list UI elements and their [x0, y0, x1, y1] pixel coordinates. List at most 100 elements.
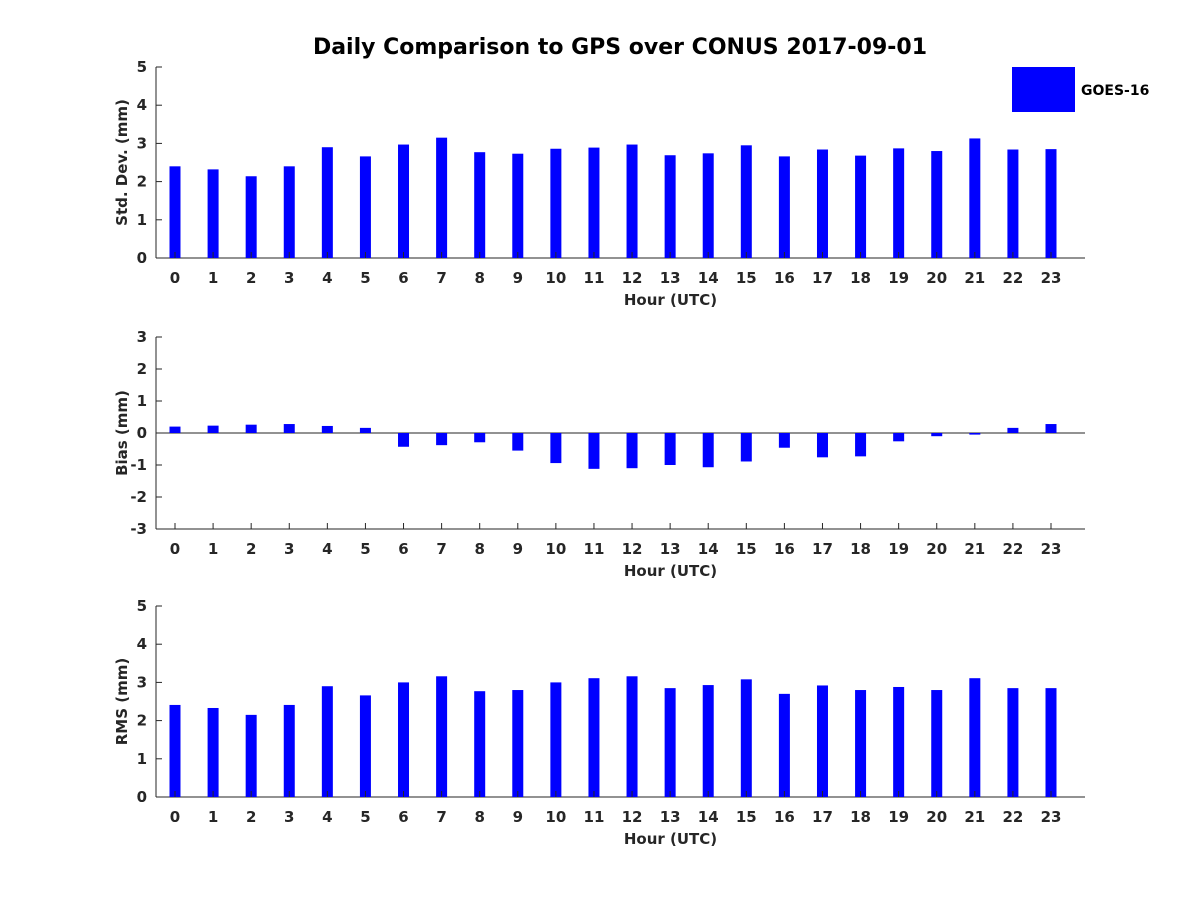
x-tick-label: 5	[360, 808, 370, 826]
x-tick-label: 1	[208, 540, 218, 558]
legend: GOES-16	[1012, 67, 1149, 112]
x-tick-label: 12	[622, 540, 643, 558]
bar-hour-22	[1007, 688, 1019, 797]
x-tick-label: 18	[850, 540, 871, 558]
legend-label: GOES-16	[1081, 83, 1149, 99]
bar-hour-11	[588, 678, 600, 797]
y-tick-label: 3	[137, 673, 147, 691]
x-tick-label: 18	[850, 269, 871, 287]
x-tick-label: 17	[812, 808, 833, 826]
bar-hour-15	[740, 679, 752, 797]
bar-hour-7	[436, 433, 448, 446]
bar-hour-22	[1007, 427, 1019, 433]
x-axis-label: Hour (UTC)	[624, 291, 717, 309]
x-tick-label: 6	[398, 269, 408, 287]
bar-hour-15	[740, 145, 752, 258]
x-tick-label: 19	[888, 269, 909, 287]
bar-hour-1	[207, 169, 219, 258]
bar-hour-20	[931, 433, 943, 437]
bar-hour-9	[512, 153, 524, 258]
bar-hour-17	[816, 433, 828, 458]
bar-hour-8	[474, 152, 486, 258]
x-tick-label: 22	[1002, 269, 1023, 287]
bar-hour-10	[550, 433, 562, 464]
bar-hour-19	[893, 433, 905, 442]
x-tick-label: 6	[398, 808, 408, 826]
bar-hour-12	[626, 144, 638, 258]
x-tick-label: 17	[812, 540, 833, 558]
x-tick-label: 11	[584, 540, 605, 558]
x-tick-label: 9	[513, 269, 523, 287]
bar-hour-16	[778, 156, 790, 258]
y-tick-label: -2	[130, 488, 147, 506]
bar-hour-11	[588, 147, 600, 258]
bar-hour-13	[664, 688, 676, 797]
y-axis-label: Std. Dev. (mm)	[113, 99, 131, 226]
bar-hour-21	[969, 138, 981, 258]
x-tick-label: 0	[170, 808, 180, 826]
x-tick-label: 9	[513, 808, 523, 826]
bar-hour-1	[207, 425, 219, 433]
x-tick-label: 0	[170, 269, 180, 287]
x-tick-label: 19	[888, 540, 909, 558]
x-axis-label: Hour (UTC)	[624, 562, 717, 580]
y-tick-label: 1	[137, 392, 147, 410]
x-tick-label: 7	[436, 808, 446, 826]
x-tick-label: 13	[660, 808, 681, 826]
bar-hour-4	[321, 425, 333, 433]
x-tick-label: 21	[964, 269, 985, 287]
bar-hour-0	[169, 704, 181, 797]
bar-hour-13	[664, 155, 676, 258]
x-tick-label: 6	[398, 540, 408, 558]
bar-hour-14	[702, 153, 714, 258]
x-tick-label: 7	[436, 540, 446, 558]
x-tick-label: 21	[964, 540, 985, 558]
x-tick-label: 4	[322, 540, 332, 558]
bar-hour-16	[778, 693, 790, 797]
bar-hour-12	[626, 676, 638, 797]
bar-hour-5	[359, 156, 371, 258]
x-tick-label: 23	[1041, 540, 1062, 558]
bar-hour-18	[855, 433, 867, 457]
bar-hour-3	[283, 704, 295, 797]
bar-hour-6	[398, 144, 410, 258]
bar-hour-23	[1045, 149, 1057, 258]
bar-hour-16	[778, 433, 790, 448]
y-tick-label: 2	[137, 173, 147, 191]
chart-title: Daily Comparison to GPS over CONUS 2017-…	[313, 35, 927, 60]
bar-hour-17	[816, 149, 828, 258]
x-tick-label: 15	[736, 540, 757, 558]
bar-hour-5	[359, 427, 371, 433]
x-tick-label: 14	[698, 540, 719, 558]
y-tick-label: -3	[130, 520, 147, 538]
x-tick-label: 3	[284, 269, 294, 287]
y-tick-label: -1	[130, 456, 147, 474]
bar-hour-23	[1045, 424, 1057, 433]
bar-hour-20	[931, 690, 943, 797]
y-tick-label: 3	[137, 328, 147, 346]
x-tick-label: 2	[246, 808, 256, 826]
x-tick-label: 10	[545, 540, 566, 558]
x-tick-label: 0	[170, 540, 180, 558]
x-tick-label: 12	[622, 269, 643, 287]
bar-hour-23	[1045, 688, 1057, 797]
x-tick-label: 18	[850, 808, 871, 826]
x-tick-label: 23	[1041, 269, 1062, 287]
y-tick-label: 4	[137, 96, 147, 114]
x-tick-label: 10	[545, 808, 566, 826]
y-tick-label: 5	[137, 58, 147, 76]
y-tick-label: 3	[137, 134, 147, 152]
x-tick-label: 20	[926, 269, 947, 287]
bar-hour-20	[931, 151, 943, 258]
y-tick-label: 1	[137, 750, 147, 768]
bar-hour-8	[474, 691, 486, 797]
bar-hour-10	[550, 682, 562, 797]
bar-hour-2	[245, 424, 257, 433]
y-tick-label: 1	[137, 211, 147, 229]
bar-hour-19	[893, 148, 905, 258]
bar-hour-9	[512, 433, 524, 451]
x-tick-label: 19	[888, 808, 909, 826]
